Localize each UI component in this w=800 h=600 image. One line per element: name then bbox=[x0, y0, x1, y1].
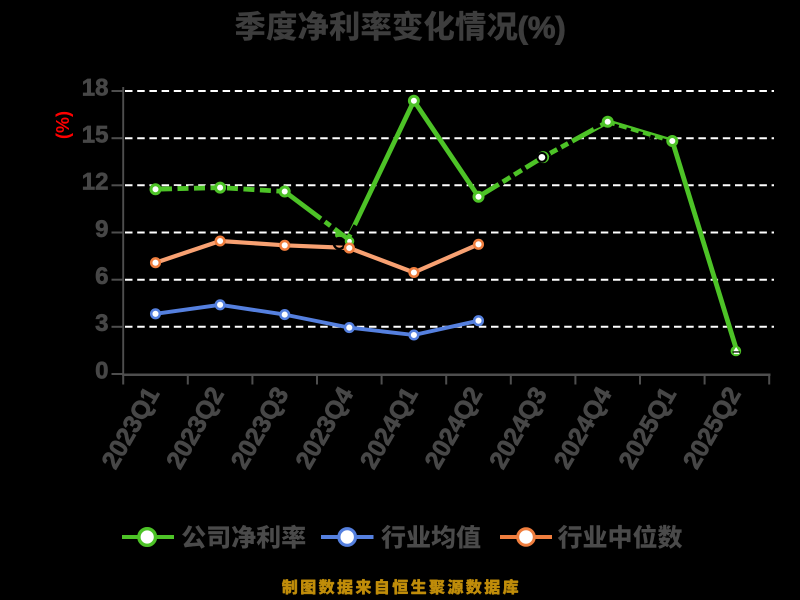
svg-text:3: 3 bbox=[95, 310, 108, 337]
svg-text:9: 9 bbox=[95, 216, 108, 243]
svg-text:15: 15 bbox=[82, 122, 109, 149]
svg-text:(%): (%) bbox=[53, 111, 73, 139]
svg-text:(%): (%) bbox=[518, 10, 566, 45]
svg-text:0: 0 bbox=[95, 357, 108, 384]
svg-text:12: 12 bbox=[82, 169, 109, 196]
svg-text:18: 18 bbox=[82, 74, 109, 101]
svg-text:6: 6 bbox=[95, 263, 108, 290]
